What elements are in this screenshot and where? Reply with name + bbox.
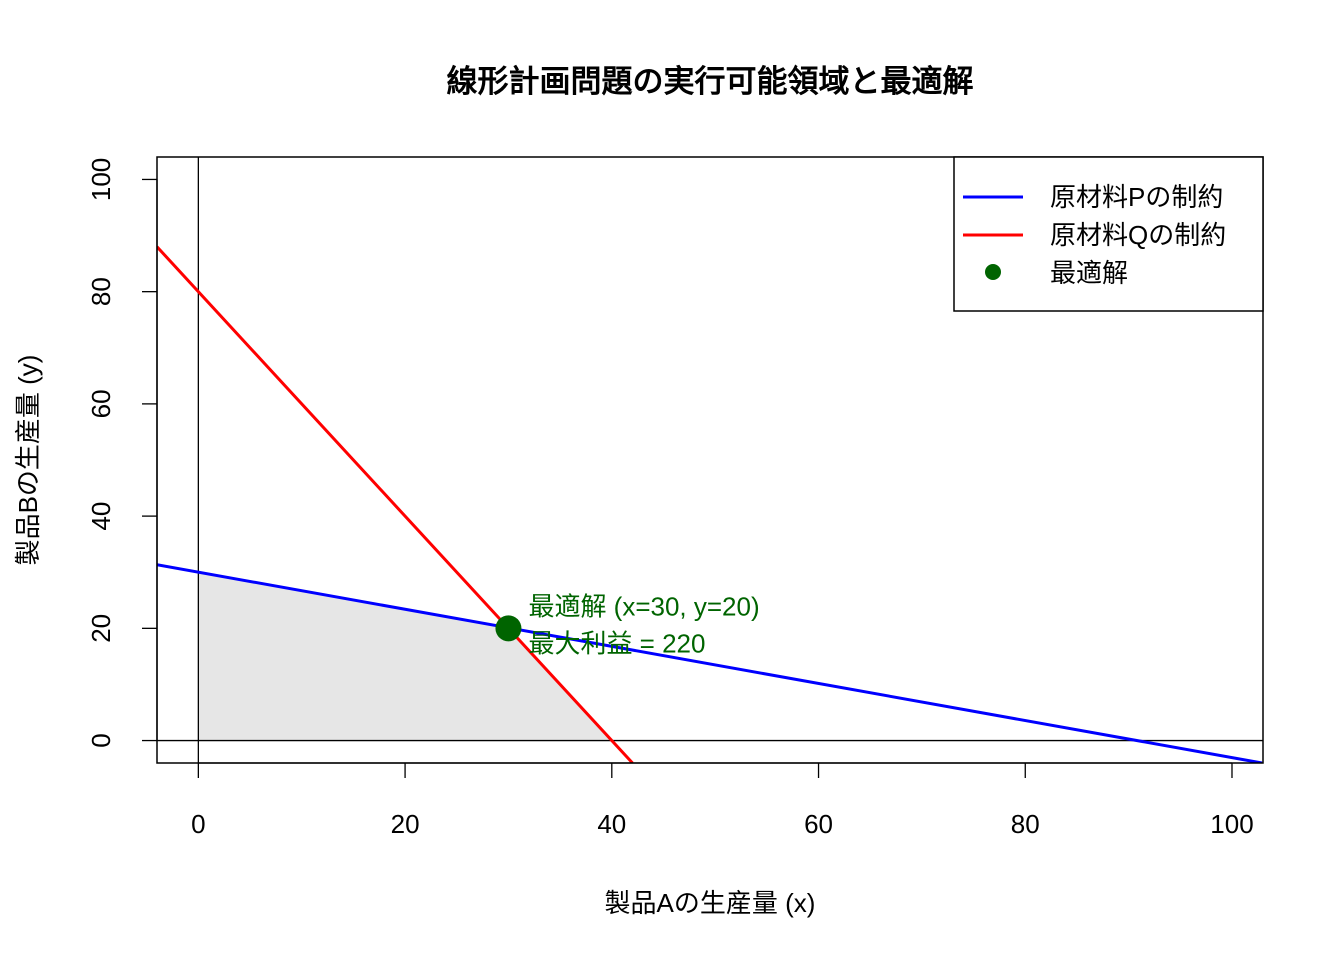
legend: 原材料Pの制約 原材料Qの制約 最適解 — [953, 156, 1264, 312]
y-tick-label: 20 — [86, 614, 116, 643]
feasible-region — [198, 572, 612, 741]
feasible-region-layer — [198, 572, 612, 741]
legend-label-p: 原材料Pの制約 — [1050, 182, 1223, 212]
legend-label-optimum: 最適解 — [1050, 258, 1128, 288]
chart-title: 線形計画問題の実行可能領域と最適解 — [447, 64, 974, 100]
legend-swatch-optimum — [985, 264, 1001, 280]
x-axis: 0 20 40 60 80 100 — [191, 762, 1254, 839]
series-layer — [157, 245, 1263, 763]
x-axis-label: 製品Aの生産量 (x) — [605, 888, 816, 918]
y-tick-label: 100 — [86, 158, 116, 201]
zero-axis-lines — [157, 157, 1263, 763]
constraint-line-q — [157, 245, 634, 763]
x-tick-label: 60 — [804, 809, 833, 839]
y-tick-label: 0 — [86, 733, 116, 747]
constraint-line-p — [157, 563, 1263, 763]
max-profit-annotation: 最大利益 = 220 — [528, 628, 705, 658]
x-tick-label: 0 — [191, 809, 205, 839]
legend-label-q: 原材料Qの制約 — [1050, 220, 1226, 250]
y-axis: 0 20 40 60 80 100 — [86, 158, 158, 748]
y-tick-label: 60 — [86, 389, 116, 418]
x-tick-label: 20 — [391, 809, 420, 839]
optimum-annotation: 最適解 (x=30, y=20) — [528, 591, 759, 621]
y-tick-label: 80 — [86, 277, 116, 306]
x-tick-label: 80 — [1011, 809, 1040, 839]
x-tick-label: 100 — [1210, 809, 1253, 839]
optimum-point — [495, 615, 522, 642]
y-axis-label: 製品Bの生産量 (y) — [13, 355, 43, 566]
x-tick-label: 40 — [597, 809, 626, 839]
y-tick-label: 40 — [86, 502, 116, 531]
optimum-layer — [495, 615, 522, 642]
